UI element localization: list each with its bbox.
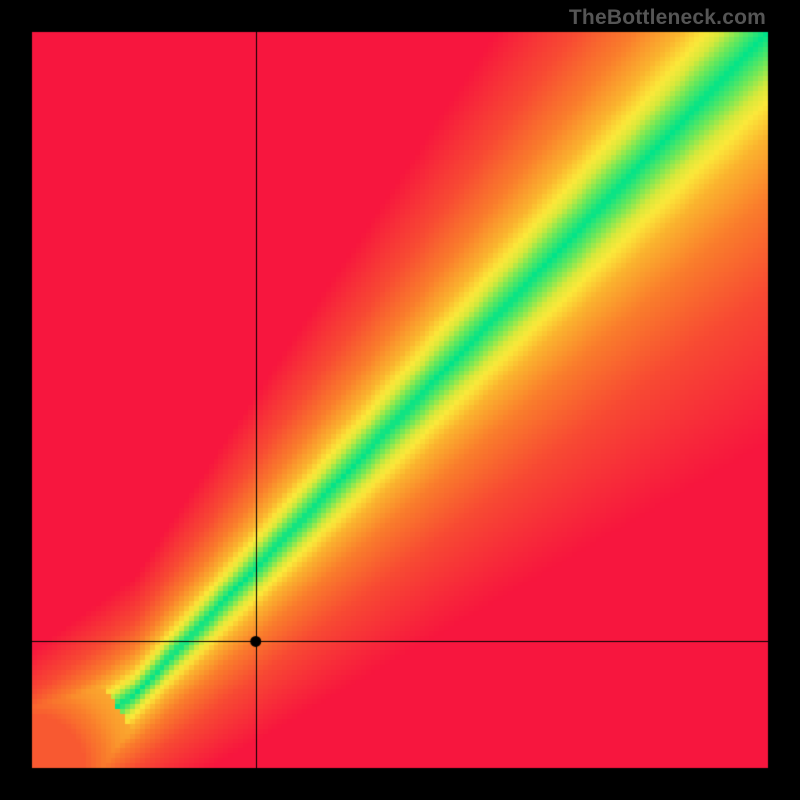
chart-container: TheBottleneck.com: [0, 0, 800, 800]
bottleneck-heatmap: [0, 0, 800, 800]
watermark-text: TheBottleneck.com: [569, 6, 766, 30]
